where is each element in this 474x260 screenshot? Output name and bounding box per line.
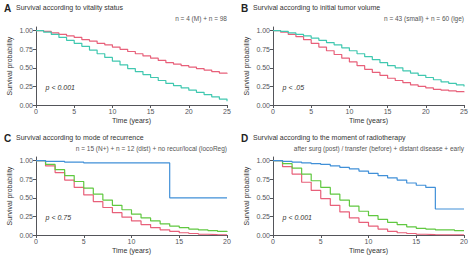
svg-text:p < 0.001: p < 0.001: [45, 84, 75, 92]
svg-text:0.00: 0.00: [19, 232, 33, 239]
svg-text:1.00: 1.00: [19, 157, 33, 164]
svg-text:15: 15: [175, 238, 183, 245]
svg-text:15: 15: [147, 108, 155, 115]
svg-text:0.25: 0.25: [256, 83, 270, 90]
svg-text:0.00: 0.00: [256, 232, 270, 239]
svg-text:0.75: 0.75: [19, 176, 33, 183]
svg-text:10: 10: [128, 238, 136, 245]
svg-text:Survival according to vitality: Survival according to vitality status: [16, 4, 123, 12]
svg-text:0.25: 0.25: [19, 83, 33, 90]
svg-text:0: 0: [34, 108, 38, 115]
svg-text:after surg (post) / transfer (: after surg (post) / transfer (before) + …: [294, 145, 465, 153]
svg-text:Survival probability: Survival probability: [243, 36, 251, 95]
svg-text:0.25: 0.25: [19, 213, 33, 220]
svg-text:0.75: 0.75: [256, 46, 270, 53]
svg-text:0.50: 0.50: [256, 64, 270, 71]
svg-text:20: 20: [223, 238, 231, 245]
svg-text:Time (years): Time (years): [112, 117, 151, 125]
svg-text:A: A: [4, 3, 11, 14]
svg-text:0: 0: [271, 238, 275, 245]
svg-text:0.50: 0.50: [256, 194, 270, 201]
svg-text:n = 43 (small) + n = 60 (lge): n = 43 (small) + n = 60 (lge): [384, 15, 464, 23]
svg-text:5: 5: [319, 238, 323, 245]
svg-text:25: 25: [223, 108, 231, 115]
svg-text:p < 0.75: p < 0.75: [45, 214, 72, 222]
svg-text:1.00: 1.00: [256, 157, 270, 164]
svg-text:C: C: [4, 133, 11, 144]
svg-text:10: 10: [346, 108, 354, 115]
svg-text:Survival according to the mome: Survival according to the moment of radi…: [253, 134, 406, 142]
svg-text:1.00: 1.00: [19, 27, 33, 34]
svg-text:0.50: 0.50: [19, 64, 33, 71]
svg-text:0.00: 0.00: [256, 102, 270, 109]
svg-text:5: 5: [72, 108, 76, 115]
svg-text:0.75: 0.75: [256, 176, 270, 183]
svg-text:20: 20: [185, 108, 193, 115]
svg-text:25: 25: [460, 108, 468, 115]
svg-text:0.50: 0.50: [19, 194, 33, 201]
svg-text:0.75: 0.75: [19, 46, 33, 53]
svg-text:10: 10: [109, 108, 117, 115]
svg-text:Time (years): Time (years): [349, 117, 388, 125]
svg-text:0.25: 0.25: [256, 213, 270, 220]
svg-text:15: 15: [384, 108, 392, 115]
svg-text:0: 0: [34, 238, 38, 245]
svg-text:20: 20: [460, 238, 468, 245]
svg-text:15: 15: [412, 238, 420, 245]
svg-text:Survival probability: Survival probability: [6, 36, 14, 95]
svg-text:20: 20: [422, 108, 430, 115]
svg-text:10: 10: [365, 238, 373, 245]
svg-text:Time (years): Time (years): [349, 247, 388, 255]
svg-text:Survival according to initial: Survival according to initial tumor volu…: [253, 4, 380, 12]
svg-text:B: B: [241, 3, 248, 14]
svg-text:p < .05: p < .05: [282, 84, 305, 92]
svg-text:Survival according to mode of: Survival according to mode of recurrence: [16, 134, 144, 142]
svg-text:5: 5: [82, 238, 86, 245]
svg-text:5: 5: [309, 108, 313, 115]
svg-text:D: D: [241, 133, 248, 144]
svg-text:0.00: 0.00: [19, 102, 33, 109]
svg-text:p < 0.001: p < 0.001: [282, 214, 312, 222]
svg-text:0: 0: [271, 108, 275, 115]
svg-text:Survival probability: Survival probability: [243, 166, 251, 225]
svg-text:1.00: 1.00: [256, 27, 270, 34]
svg-text:Survival probability: Survival probability: [6, 166, 14, 225]
svg-text:Time (years): Time (years): [112, 247, 151, 255]
svg-text:n = 4 (M) + n = 98: n = 4 (M) + n = 98: [175, 15, 227, 23]
svg-text:n = 15 (N+) + n = 12 (dist) +: n = 15 (N+) + n = 12 (dist) + no recur/l…: [76, 145, 227, 153]
